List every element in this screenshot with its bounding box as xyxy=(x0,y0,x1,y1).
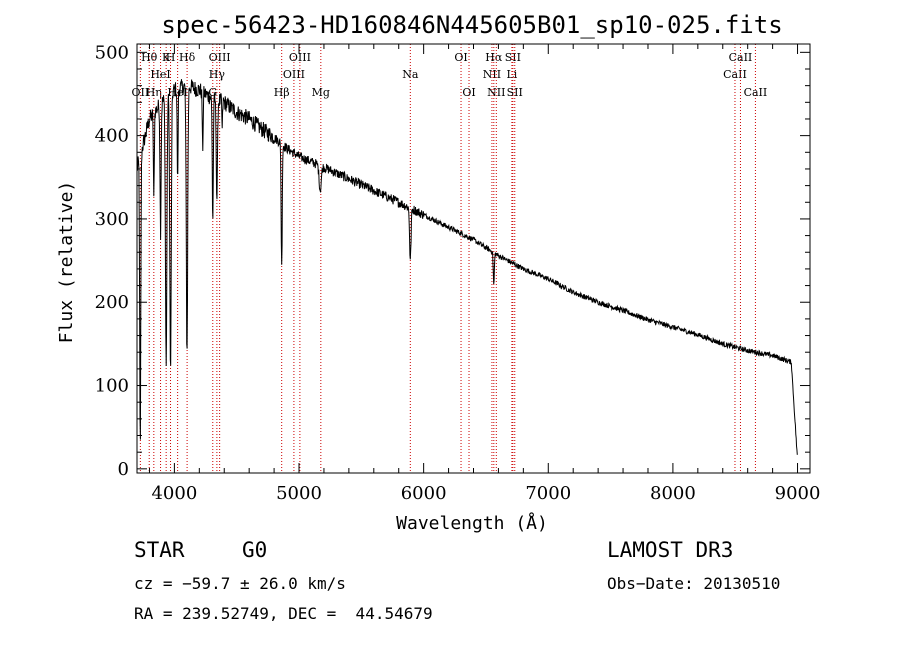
y-tick-label: 0 xyxy=(118,459,129,480)
spectral-line-label: Hη xyxy=(146,86,162,99)
spectral-line-label: OIII xyxy=(283,68,305,81)
y-axis-ticks: 0 100 200 300 400 500 xyxy=(95,42,810,480)
x-tick-label: 9000 xyxy=(775,483,821,504)
survey-name: LAMOST DR3 xyxy=(607,538,734,562)
spectral-line-label: CaII xyxy=(744,86,768,99)
spectral-line-label: OIII xyxy=(289,51,311,64)
spectral-line-label: Hθ xyxy=(141,51,158,64)
object-class: STAR xyxy=(134,538,185,562)
x-axis-label: Wavelength (Å) xyxy=(396,512,548,534)
y-axis-label: Flux (relative) xyxy=(56,181,77,344)
spectral-line-label: CaII xyxy=(723,68,747,81)
chart-title: spec-56423-HD160846N445605B01_sp10-025.f… xyxy=(161,11,782,39)
x-tick-label: 6000 xyxy=(401,483,447,504)
y-tick-label: 200 xyxy=(95,292,129,313)
y-tick-label: 300 xyxy=(95,209,129,230)
spectral-line-label: Na xyxy=(402,68,419,81)
spectral-line-label: G xyxy=(208,86,217,99)
redshift-cz: cz = −59.7 ± 26.0 km/s xyxy=(134,574,346,593)
y-tick-label: 400 xyxy=(95,126,129,147)
spectral-line-label: SII xyxy=(505,51,521,64)
coordinates: RA = 239.52749, DEC = 44.54679 xyxy=(134,604,433,623)
x-axis-ticks: 4000 5000 6000 7000 8000 9000 xyxy=(148,44,821,504)
x-tick-label: 5000 xyxy=(276,483,322,504)
y-tick-label: 100 xyxy=(95,376,129,397)
spectral-line-label: HeI xyxy=(150,68,170,81)
spectral-line-label: OIII xyxy=(209,51,231,64)
spectral-line-label: OI xyxy=(454,51,467,64)
spectrum-series-line xyxy=(136,79,798,455)
spectral-line-label: Hδ xyxy=(179,51,196,64)
spectral-line-label: CaII xyxy=(729,51,753,64)
spectral-line-label: OII xyxy=(132,86,150,99)
spectral-line-label: NII xyxy=(483,68,501,81)
spectral-line-label: H xyxy=(166,51,176,64)
x-tick-label: 4000 xyxy=(151,483,197,504)
x-tick-label: 8000 xyxy=(650,483,696,504)
spectral-line-label: NII xyxy=(487,86,505,99)
y-tick-label: 500 xyxy=(95,42,129,63)
spectral-line-label: OI xyxy=(462,86,475,99)
spectral-line-label: SII xyxy=(507,86,523,99)
spectral-line-label: Hα xyxy=(485,51,503,64)
observation-date: Obs−Date: 20130510 xyxy=(607,574,781,593)
spectral-line-label: Hγ xyxy=(209,68,226,81)
x-tick-label: 7000 xyxy=(525,483,571,504)
spectral-line-label: Hβ xyxy=(274,86,290,99)
spectral-line-label: K xyxy=(162,51,171,64)
spectral-line-markers: OIIHθHηHeIKHHeIHδGHγOIIIHβOIIIOIIIMgNaOI… xyxy=(132,44,768,473)
spectral-line-label: Mg xyxy=(312,86,330,99)
spectral-line-label: Li xyxy=(506,68,517,81)
object-subclass: G0 xyxy=(242,538,268,562)
